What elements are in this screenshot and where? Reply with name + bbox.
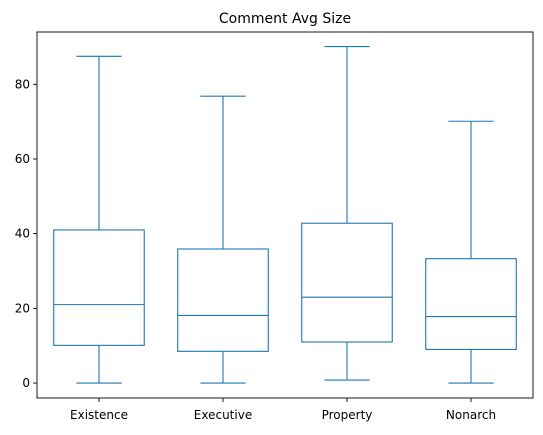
x-tick-label: Property xyxy=(322,408,373,422)
y-tick-label: 0 xyxy=(22,376,30,390)
plot-area: 0 20 40 60 80 Existence Executive Property Nonar… xyxy=(15,46,517,422)
y-tick-label: 40 xyxy=(15,227,30,241)
y-tick-label: 60 xyxy=(15,152,30,166)
chart-title: Comment Avg Size xyxy=(219,11,351,27)
x-tick-label: Executive xyxy=(194,408,252,422)
x-tick-label: Nonarch xyxy=(446,408,496,422)
y-tick-label: 20 xyxy=(15,301,30,315)
box-iqr xyxy=(301,222,393,343)
axes-frame xyxy=(36,31,534,399)
y-tick-label: 80 xyxy=(15,77,30,91)
x-tick-label: Existence xyxy=(70,408,128,422)
box-iqr xyxy=(425,258,517,350)
box-iqr xyxy=(53,229,145,346)
box-iqr xyxy=(177,248,269,352)
